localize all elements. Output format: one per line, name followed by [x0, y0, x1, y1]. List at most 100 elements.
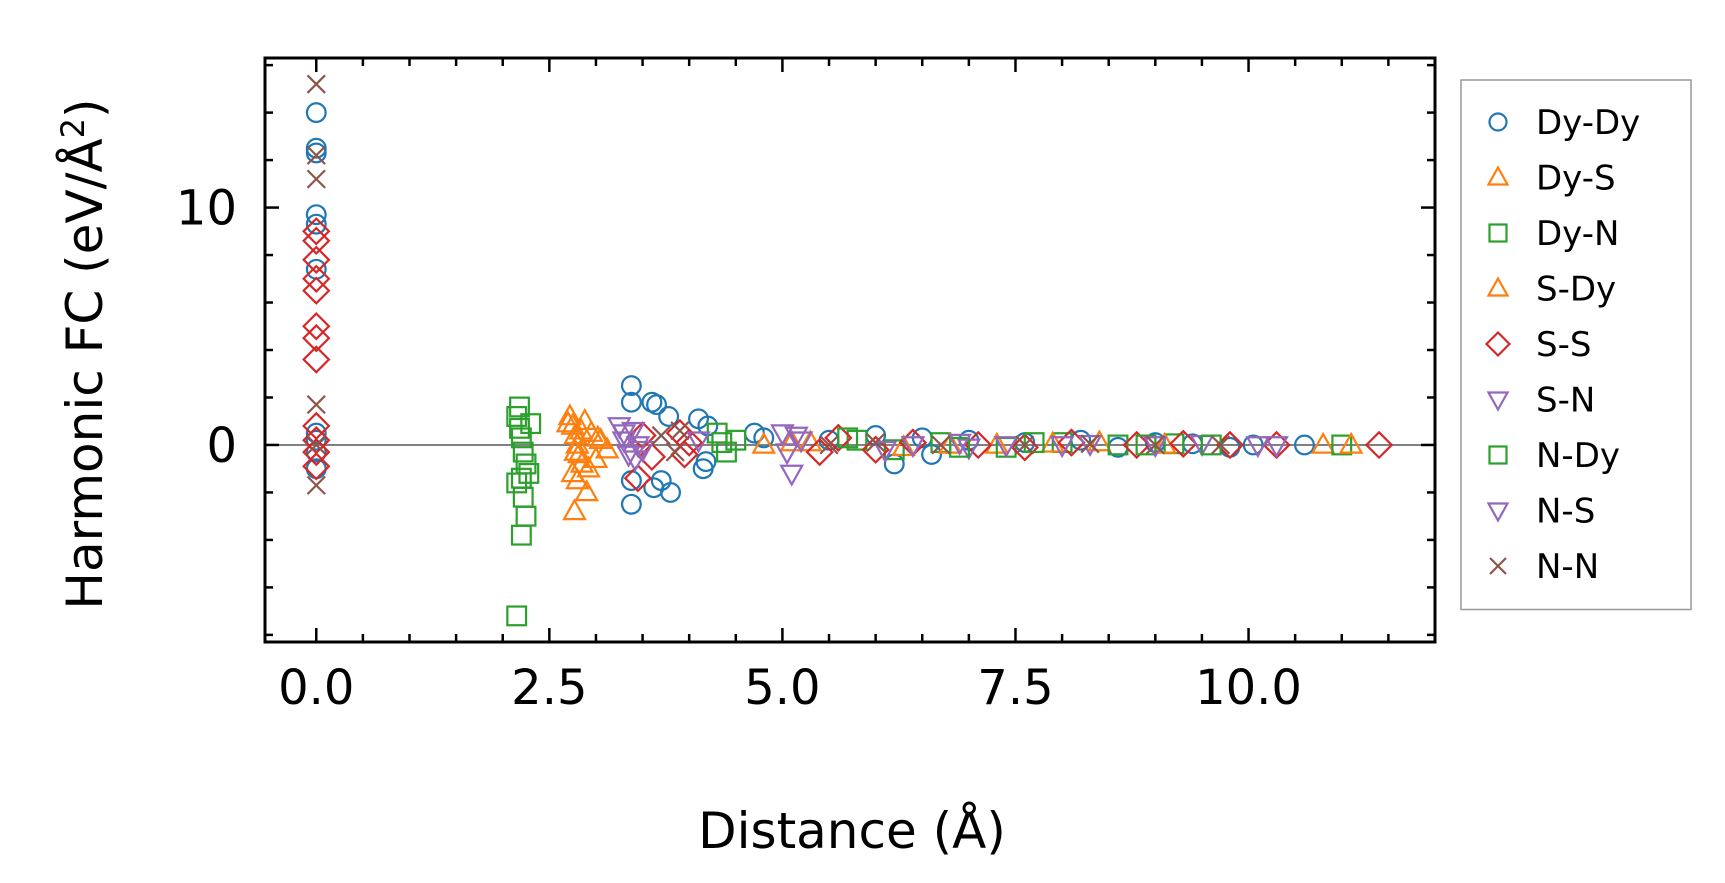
point-n-s: [1077, 434, 1103, 458]
legend-marker-s-n: [1486, 391, 1510, 412]
axis-ticks: [265, 58, 1435, 642]
point-n-s: [784, 426, 809, 449]
point-n-n: [866, 433, 886, 453]
series-s-dy: [555, 410, 1364, 478]
point-s-s: [1010, 433, 1040, 462]
point-dy-dy: [1294, 434, 1315, 456]
point-s-dy: [576, 455, 601, 478]
point-n-n: [306, 395, 326, 415]
legend-marker-dy-s: [1486, 165, 1510, 186]
point-n-dy: [837, 427, 859, 449]
data-marks: [302, 74, 1394, 627]
point-n-n: [1145, 435, 1165, 455]
point-n-n: [651, 425, 671, 446]
point-dy-dy: [305, 429, 327, 451]
point-dy-dy: [753, 427, 775, 449]
x-tick-label: 2.5: [511, 660, 587, 716]
legend-label-s-s: S-S: [1536, 325, 1591, 365]
point-s-s: [1122, 430, 1151, 460]
point-dy-dy: [305, 142, 327, 164]
point-dy-n: [1107, 434, 1129, 456]
point-n-s: [1142, 436, 1168, 459]
point-dy-dy: [305, 137, 327, 159]
point-n-n: [306, 435, 326, 455]
point-s-s: [805, 437, 834, 467]
point-s-dy: [555, 410, 581, 433]
point-dy-dy: [646, 394, 668, 416]
point-s-s: [302, 226, 331, 256]
point-dy-n: [510, 524, 532, 546]
point-s-n: [1264, 436, 1289, 459]
point-dy-s: [751, 431, 777, 454]
legend-label-dy-s: Dy-S: [1536, 159, 1616, 199]
legend-label-s-dy: S-Dy: [1536, 270, 1616, 310]
point-dy-s: [779, 429, 805, 452]
point-dy-n: [725, 429, 747, 451]
point-s-n: [788, 431, 814, 454]
point-dy-dy: [620, 493, 642, 515]
point-dy-n: [506, 605, 528, 627]
point-dy-s: [588, 426, 613, 450]
y-axis-label-end: ): [56, 98, 114, 118]
point-dy-n: [1331, 434, 1353, 456]
point-n-s: [611, 424, 637, 447]
x-tick-label: 5.0: [744, 660, 820, 716]
point-n-s: [1245, 436, 1271, 459]
point-n-n: [306, 169, 326, 189]
point-n-n: [1015, 435, 1035, 455]
point-s-s: [637, 442, 667, 472]
point-s-n: [779, 464, 805, 487]
legend-label-dy-dy: Dy-Dy: [1536, 103, 1640, 143]
point-s-dy: [568, 417, 594, 440]
point-dy-s: [574, 479, 599, 502]
legend-marker-dy-dy: [1488, 112, 1508, 132]
point-dy-s: [564, 431, 590, 454]
x-tick-label: 7.5: [977, 660, 1053, 716]
series-n-dy: [518, 413, 1222, 484]
point-n-n: [931, 435, 951, 455]
x-tick-label: 10.0: [1195, 660, 1302, 716]
point-n-dy: [518, 462, 540, 484]
point-s-s: [824, 423, 853, 453]
legend-marker-dy-n: [1488, 223, 1508, 243]
point-n-s: [622, 450, 648, 473]
point-s-n: [625, 436, 651, 459]
series-n-n: [306, 74, 1231, 495]
legend-marker-s-dy: [1486, 276, 1510, 297]
point-s-s: [302, 312, 331, 341]
series-s-s: [302, 217, 1394, 493]
y-axis-label-main: Harmonic FC (eV/Å: [56, 138, 114, 609]
point-s-n: [616, 445, 641, 468]
point-dy-s: [564, 467, 590, 490]
point-n-dy: [1023, 432, 1045, 454]
point-dy-n: [509, 396, 530, 418]
x-tick-label: 0.0: [278, 660, 354, 716]
series-s-n: [606, 417, 1289, 487]
point-n-n: [1211, 435, 1231, 455]
point-n-n: [819, 435, 839, 455]
legend-marker-s-s: [1484, 330, 1512, 358]
point-dy-dy: [305, 441, 327, 463]
point-n-n: [306, 74, 326, 94]
y-tick-label: 10: [176, 181, 237, 237]
y-tick-label: 0: [206, 418, 237, 474]
point-dy-dy: [620, 375, 642, 397]
legend-label-dy-n: Dy-N: [1536, 214, 1619, 254]
point-s-s: [302, 323, 331, 353]
point-n-s: [993, 436, 1019, 459]
point-s-dy: [594, 436, 620, 459]
x-axis-label: Distance (Å): [698, 802, 1006, 860]
point-n-s: [947, 433, 972, 456]
point-dy-s: [572, 407, 598, 431]
point-s-dy: [563, 438, 588, 461]
series-n-s: [611, 424, 1271, 473]
axis-tick-labels: 0.0 2.5 5.0 7.5 10.0 0 10: [176, 181, 1302, 716]
point-n-n: [306, 475, 326, 495]
point-s-s: [1364, 430, 1394, 460]
legend-marker-n-s: [1486, 502, 1510, 523]
point-s-n: [620, 421, 646, 444]
point-dy-dy: [305, 213, 327, 235]
point-dy-s: [566, 441, 592, 464]
point-s-s: [302, 437, 331, 467]
